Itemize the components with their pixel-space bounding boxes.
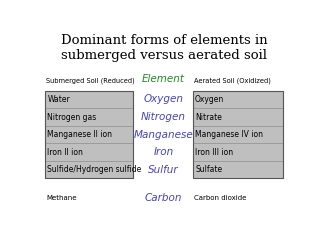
Text: Iron II ion: Iron II ion: [47, 148, 83, 157]
Bar: [45, 91, 133, 179]
Text: Iron III ion: Iron III ion: [195, 148, 233, 157]
Text: Carbon: Carbon: [145, 193, 182, 203]
Text: Iron: Iron: [153, 147, 173, 157]
Text: Dominant forms of elements in
submerged versus aerated soil: Dominant forms of elements in submerged …: [61, 34, 267, 62]
Bar: [193, 91, 283, 108]
Text: Nitrate: Nitrate: [195, 113, 222, 121]
Text: Oxygen: Oxygen: [195, 95, 224, 104]
Text: Element: Element: [142, 74, 185, 84]
Bar: [45, 126, 133, 143]
Text: Aerated Soil (Oxidized): Aerated Soil (Oxidized): [194, 78, 271, 84]
Text: Manganese IV ion: Manganese IV ion: [195, 130, 263, 139]
Text: Sulfur: Sulfur: [148, 165, 179, 175]
Text: Submerged Soil (Reduced): Submerged Soil (Reduced): [46, 78, 135, 84]
Bar: [193, 91, 283, 179]
Text: Carbon dioxide: Carbon dioxide: [194, 195, 246, 201]
Text: Sulfide/Hydrogen sulfide: Sulfide/Hydrogen sulfide: [47, 165, 142, 174]
Text: Oxygen: Oxygen: [143, 95, 183, 104]
Text: Nitrogen: Nitrogen: [141, 112, 186, 122]
Bar: [193, 108, 283, 126]
Bar: [193, 126, 283, 143]
Bar: [45, 143, 133, 161]
Bar: [45, 91, 133, 108]
Text: Nitrogen gas: Nitrogen gas: [47, 113, 97, 121]
Bar: [45, 161, 133, 179]
Bar: [45, 108, 133, 126]
Text: Manganese: Manganese: [133, 130, 193, 140]
Bar: [193, 161, 283, 179]
Text: Sulfate: Sulfate: [195, 165, 222, 174]
Text: Water: Water: [47, 95, 70, 104]
Text: Methane: Methane: [46, 195, 77, 201]
Text: Manganese II ion: Manganese II ion: [47, 130, 112, 139]
Bar: [193, 143, 283, 161]
